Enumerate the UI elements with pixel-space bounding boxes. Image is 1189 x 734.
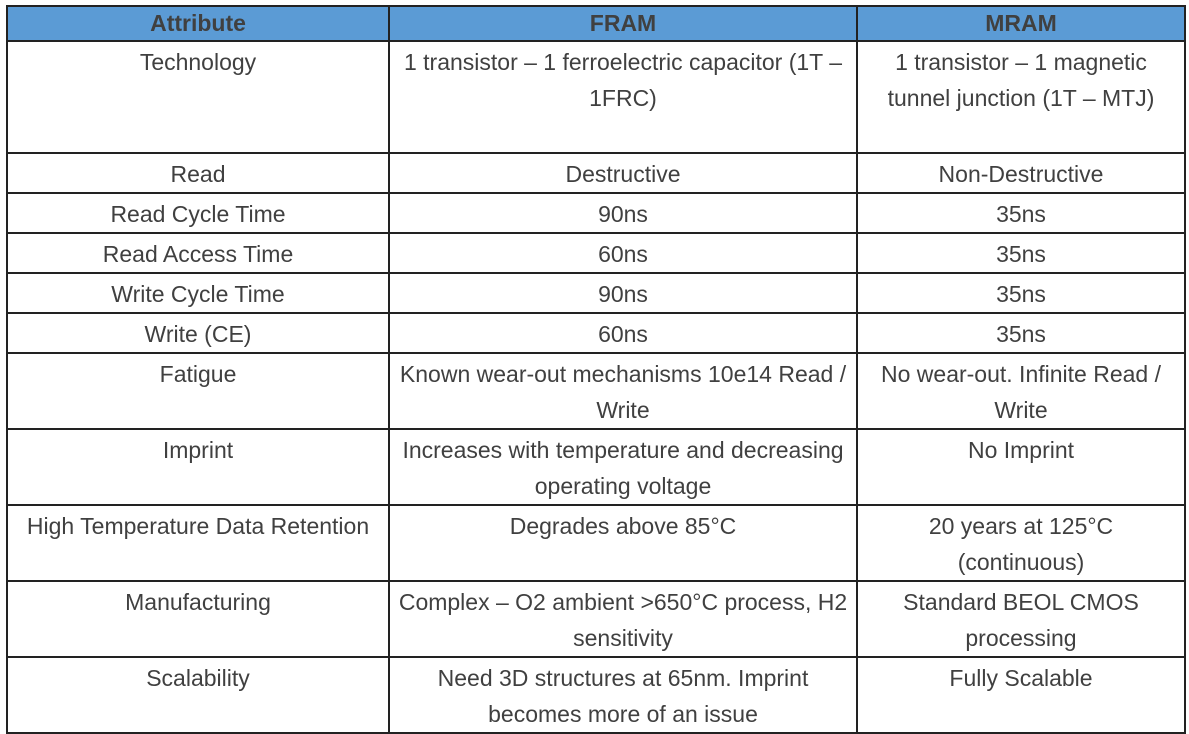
table-row: High Temperature Data Retention Degrades … bbox=[6, 504, 1186, 582]
table-row: Scalability Need 3D structures at 65nm. I… bbox=[6, 656, 1186, 734]
cell-fram: Complex – O2 ambient >650°C process, H2 … bbox=[388, 580, 858, 658]
cell-attribute: Write (CE) bbox=[6, 312, 390, 354]
table-row: Fatigue Known wear-out mechanisms 10e14 R… bbox=[6, 352, 1186, 430]
table-row: Read Cycle Time 90ns 35ns bbox=[6, 192, 1186, 234]
cell-mram: 35ns bbox=[856, 232, 1186, 274]
cell-attribute: Read Access Time bbox=[6, 232, 390, 274]
cell-fram: Known wear-out mechanisms 10e14 Read / W… bbox=[388, 352, 858, 430]
table-row: Read Access Time 60ns 35ns bbox=[6, 232, 1186, 274]
table-row: Write Cycle Time 90ns 35ns bbox=[6, 272, 1186, 314]
cell-attribute: Imprint bbox=[6, 428, 390, 506]
cell-mram: Fully Scalable bbox=[856, 656, 1186, 734]
header-mram: MRAM bbox=[856, 5, 1186, 42]
cell-mram: 35ns bbox=[856, 192, 1186, 234]
cell-mram: No Imprint bbox=[856, 428, 1186, 506]
table-row: Write (CE) 60ns 35ns bbox=[6, 312, 1186, 354]
cell-attribute: Read bbox=[6, 152, 390, 194]
cell-mram: 1 transistor – 1 magnetic tunnel junctio… bbox=[856, 40, 1186, 154]
cell-mram: No wear-out. Infinite Read / Write bbox=[856, 352, 1186, 430]
cell-attribute: Fatigue bbox=[6, 352, 390, 430]
cell-mram: 35ns bbox=[856, 272, 1186, 314]
cell-attribute: Technology bbox=[6, 40, 390, 154]
cell-fram: 60ns bbox=[388, 232, 858, 274]
cell-mram: 35ns bbox=[856, 312, 1186, 354]
table-row: Technology 1 transistor – 1 ferroelectric… bbox=[6, 40, 1186, 154]
cell-attribute: Read Cycle Time bbox=[6, 192, 390, 234]
cell-attribute: Manufacturing bbox=[6, 580, 390, 658]
cell-fram: 1 transistor – 1 ferroelectric capacitor… bbox=[388, 40, 858, 154]
header-attribute: Attribute bbox=[6, 5, 390, 42]
table-row: Manufacturing Complex – O2 ambient >650°C… bbox=[6, 580, 1186, 658]
cell-attribute: High Temperature Data Retention bbox=[6, 504, 390, 582]
cell-fram: Increases with temperature and decreasin… bbox=[388, 428, 858, 506]
cell-mram: Non-Destructive bbox=[856, 152, 1186, 194]
table-row: Read Destructive Non-Destructive bbox=[6, 152, 1186, 194]
table-row: Imprint Increases with temperature and de… bbox=[6, 428, 1186, 506]
header-row: Attribute FRAM MRAM bbox=[6, 5, 1186, 42]
cell-attribute: Write Cycle Time bbox=[6, 272, 390, 314]
cell-mram: Standard BEOL CMOS processing bbox=[856, 580, 1186, 658]
cell-mram: 20 years at 125°C (continuous) bbox=[856, 504, 1186, 582]
cell-fram: Destructive bbox=[388, 152, 858, 194]
cell-fram: Need 3D structures at 65nm. Imprint beco… bbox=[388, 656, 858, 734]
header-fram: FRAM bbox=[388, 5, 858, 42]
cell-fram: Degrades above 85°C bbox=[388, 504, 858, 582]
comparison-table: Attribute FRAM MRAM Technology 1 transist… bbox=[6, 5, 1186, 734]
cell-fram: 90ns bbox=[388, 192, 858, 234]
cell-fram: 90ns bbox=[388, 272, 858, 314]
cell-attribute: Scalability bbox=[6, 656, 390, 734]
cell-fram: 60ns bbox=[388, 312, 858, 354]
